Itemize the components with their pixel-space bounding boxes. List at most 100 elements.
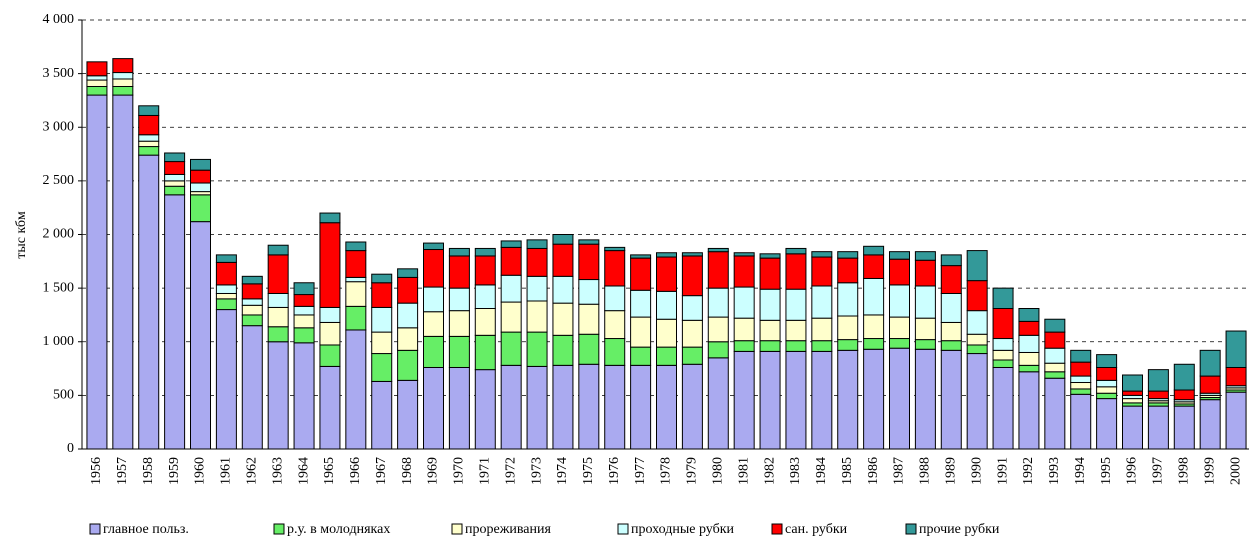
bar-segment bbox=[215, 254, 237, 263]
x-tick-label: 1969 bbox=[426, 457, 441, 485]
bar-segment bbox=[552, 334, 574, 366]
bar-segment bbox=[604, 338, 626, 366]
x-tick-label: 1971 bbox=[477, 457, 492, 485]
bar-segment bbox=[164, 194, 186, 450]
bar-segment bbox=[785, 253, 807, 290]
bar-segment bbox=[138, 140, 160, 148]
bar-segment bbox=[474, 255, 496, 286]
bar-segment bbox=[500, 274, 522, 303]
bar-segment bbox=[863, 314, 885, 340]
legend-swatch bbox=[617, 523, 629, 535]
bar-segment bbox=[914, 251, 936, 261]
bar-segment bbox=[552, 234, 574, 245]
legend-label: сан. рубки bbox=[785, 522, 848, 537]
bar-segment bbox=[293, 305, 315, 316]
bar-segment bbox=[837, 257, 859, 284]
bar-segment bbox=[656, 290, 677, 320]
bar-segment bbox=[656, 252, 677, 258]
bar-segment bbox=[345, 305, 367, 331]
bar-segment bbox=[733, 286, 755, 319]
bar-segment bbox=[578, 243, 600, 281]
x-tick-label: 1965 bbox=[322, 457, 337, 485]
bar-segment bbox=[785, 319, 807, 342]
bar-segment bbox=[371, 331, 393, 355]
bar-segment bbox=[1018, 308, 1040, 322]
bar-segment bbox=[1096, 392, 1118, 400]
legend-label: прореживания bbox=[465, 522, 551, 537]
bar-segment bbox=[526, 300, 548, 333]
legend-label: главное польз. bbox=[103, 522, 189, 537]
bar-segment bbox=[1225, 366, 1247, 387]
bar-segment bbox=[992, 338, 1014, 351]
x-tick-label: 1960 bbox=[193, 457, 208, 485]
bar-segment bbox=[630, 364, 652, 450]
bar-segment bbox=[1225, 330, 1247, 368]
bar-segment bbox=[190, 169, 211, 184]
bar-segment bbox=[604, 364, 626, 450]
bar-segment bbox=[1122, 374, 1143, 392]
bar-segment bbox=[500, 240, 522, 248]
bar-segment bbox=[656, 256, 677, 292]
bar-segment bbox=[889, 258, 910, 286]
bar-segment bbox=[474, 308, 496, 336]
bar-segment bbox=[241, 325, 263, 450]
legend-swatch bbox=[89, 523, 101, 535]
bar-segment bbox=[1096, 379, 1118, 388]
bar-segment bbox=[1173, 389, 1195, 401]
y-tick-label: 0 bbox=[67, 441, 74, 456]
bar-segment bbox=[785, 350, 807, 450]
legend-swatch bbox=[451, 523, 463, 535]
y-tick-label: 4 000 bbox=[43, 12, 75, 27]
bar-segment bbox=[733, 340, 755, 352]
bar-segment bbox=[1070, 382, 1092, 390]
bar-segment bbox=[164, 152, 186, 163]
bar-segment bbox=[267, 292, 289, 308]
bar-segment bbox=[940, 292, 962, 323]
bar-segment bbox=[474, 369, 496, 450]
bar-segment bbox=[656, 318, 677, 348]
bar-segment bbox=[681, 252, 703, 257]
bar-segment bbox=[707, 316, 729, 343]
x-tick-label: 1988 bbox=[918, 457, 933, 485]
bar-segment bbox=[759, 350, 781, 450]
bar-segment bbox=[1199, 349, 1221, 377]
x-tick-label: 1966 bbox=[348, 457, 363, 485]
bar-segment bbox=[1044, 318, 1066, 333]
bar-segment bbox=[241, 275, 263, 285]
legend-swatch bbox=[273, 523, 285, 535]
bar-segment bbox=[707, 357, 729, 450]
bar-segment bbox=[940, 340, 962, 351]
bar-segment bbox=[707, 247, 729, 253]
bar-segment bbox=[1147, 369, 1169, 392]
bar-segment bbox=[552, 302, 574, 336]
bar-segment bbox=[190, 194, 211, 223]
bar-segment bbox=[371, 306, 393, 333]
x-tick-label: 1972 bbox=[503, 457, 518, 485]
bar-segment bbox=[448, 287, 470, 312]
bar-segment bbox=[630, 257, 652, 291]
bar-segment bbox=[319, 222, 341, 308]
bar-segment bbox=[914, 339, 936, 350]
y-tick-label: 1 500 bbox=[43, 280, 75, 295]
bar-segment bbox=[474, 334, 496, 371]
bar-segment bbox=[215, 292, 237, 300]
bar-segment bbox=[1044, 362, 1066, 373]
bar-segment bbox=[526, 275, 548, 302]
bar-segment bbox=[1122, 390, 1143, 396]
bar-segment bbox=[992, 308, 1014, 340]
bar-segment bbox=[966, 344, 988, 355]
bar-segment bbox=[992, 366, 1014, 450]
x-tick-label: 1999 bbox=[1202, 457, 1217, 485]
bar-segment bbox=[681, 346, 703, 365]
x-tick-label: 2000 bbox=[1228, 457, 1243, 485]
x-tick-label: 1968 bbox=[400, 457, 415, 485]
bar-segment bbox=[345, 250, 367, 278]
bar-segment bbox=[889, 316, 910, 340]
bar-segment bbox=[1070, 393, 1092, 450]
bar-segment bbox=[578, 239, 600, 245]
x-tick-label: 1995 bbox=[1099, 457, 1114, 485]
bar-segment bbox=[966, 353, 988, 450]
bar-segment bbox=[397, 302, 419, 329]
bar-segment bbox=[837, 349, 859, 450]
